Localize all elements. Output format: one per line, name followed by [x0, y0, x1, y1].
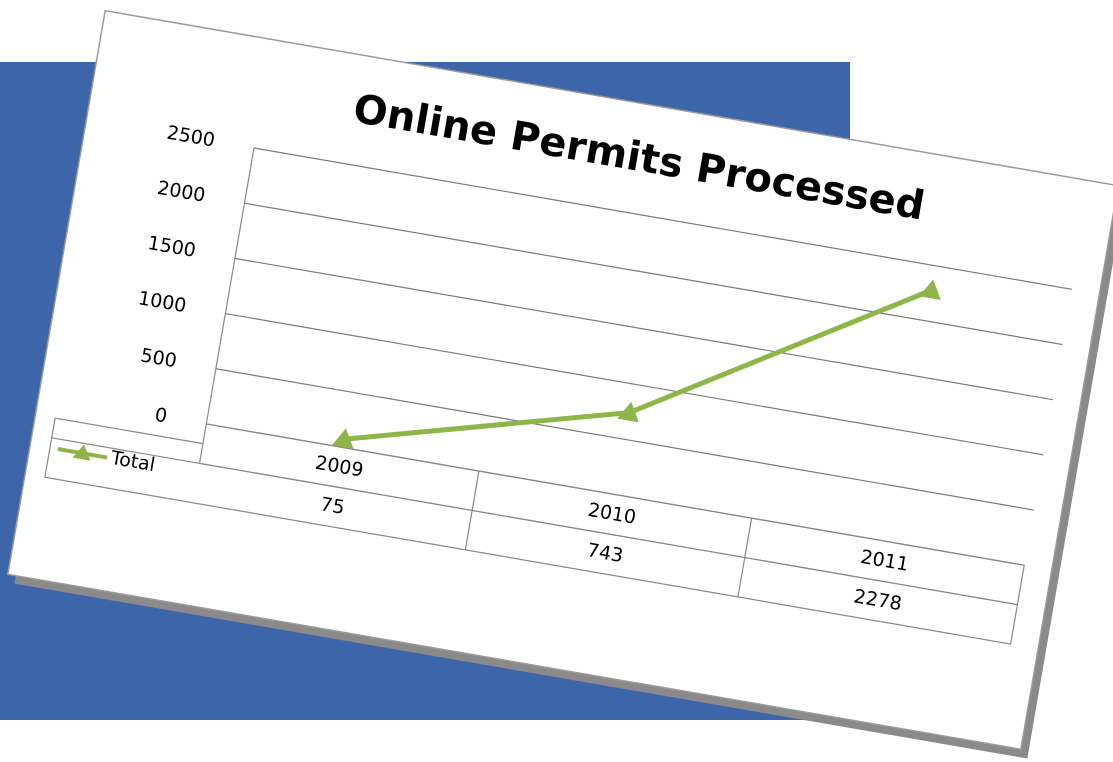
series-marker [331, 428, 354, 449]
table-legend-left [51, 418, 56, 438]
chart-card: Online Permits Processed 050010001500200… [6, 9, 1113, 759]
grid-line [253, 147, 1072, 290]
legend-marker [72, 444, 91, 461]
table-value: 75 [319, 493, 347, 519]
table-legend-top [55, 417, 204, 445]
grid-line [244, 202, 1063, 346]
grid-line [234, 257, 1053, 401]
y-axis [205, 147, 255, 425]
card [6, 9, 1113, 751]
table-divider [737, 518, 753, 598]
grid-line [225, 312, 1044, 456]
table-divider [464, 470, 480, 550]
series-marker [617, 401, 639, 423]
grid-line [215, 368, 1034, 511]
table-value-row [44, 437, 1019, 645]
y-tick-label: 0 [153, 404, 169, 428]
series-marker [919, 279, 941, 301]
